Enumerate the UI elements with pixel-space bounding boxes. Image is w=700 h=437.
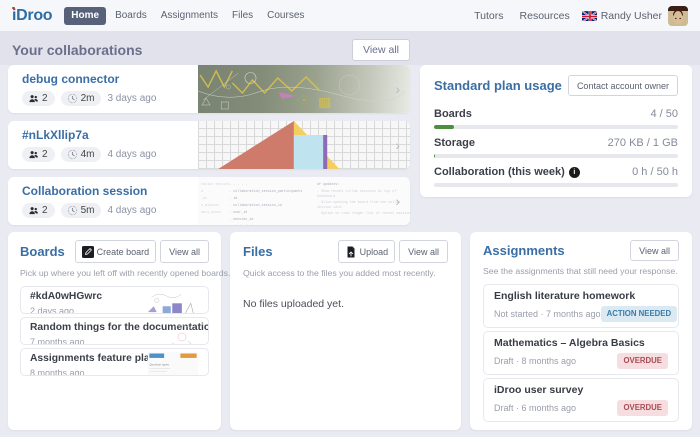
svg-text:. user_id: . user_id — [229, 210, 247, 215]
svg-text:- Show recent collab sessions: - Show recent collab sessions at top of — [317, 189, 396, 194]
svg-text:of updates:: of updates: — [317, 182, 339, 187]
svg-text:n_minutes: n_minutes — [201, 203, 219, 208]
svg-text:. id: . id — [229, 196, 237, 201]
svg-text:- Allow opening the board from: - Allow opening the board from the colla… — [317, 200, 400, 205]
svg-text:Dashboard: Dashboard — [317, 194, 335, 199]
svg-text:d: d — [201, 189, 203, 194]
svg-text:. collaboration_session_id: . collaboration_session_id — [229, 203, 282, 208]
svg-text:session card: session card — [317, 205, 341, 210]
svg-text:ants_count: ants_count — [201, 211, 221, 215]
svg-text:. joined_at: . joined_at — [231, 224, 253, 225]
svg-text:_at: _at — [200, 197, 207, 201]
svg-text:- Option to view longer list o: - Option to view longer list of recent s… — [317, 211, 410, 216]
svg-text:. session_id: . session_id — [229, 217, 253, 222]
svg-text:ration session: ration session — [201, 182, 230, 187]
svg-text:. . . . .: . . . . . — [229, 183, 247, 187]
svg-text:Question types: Question types — [149, 362, 169, 366]
svg-text:. collaboration_session_partic: . collaboration_session_participants — [229, 189, 302, 194]
